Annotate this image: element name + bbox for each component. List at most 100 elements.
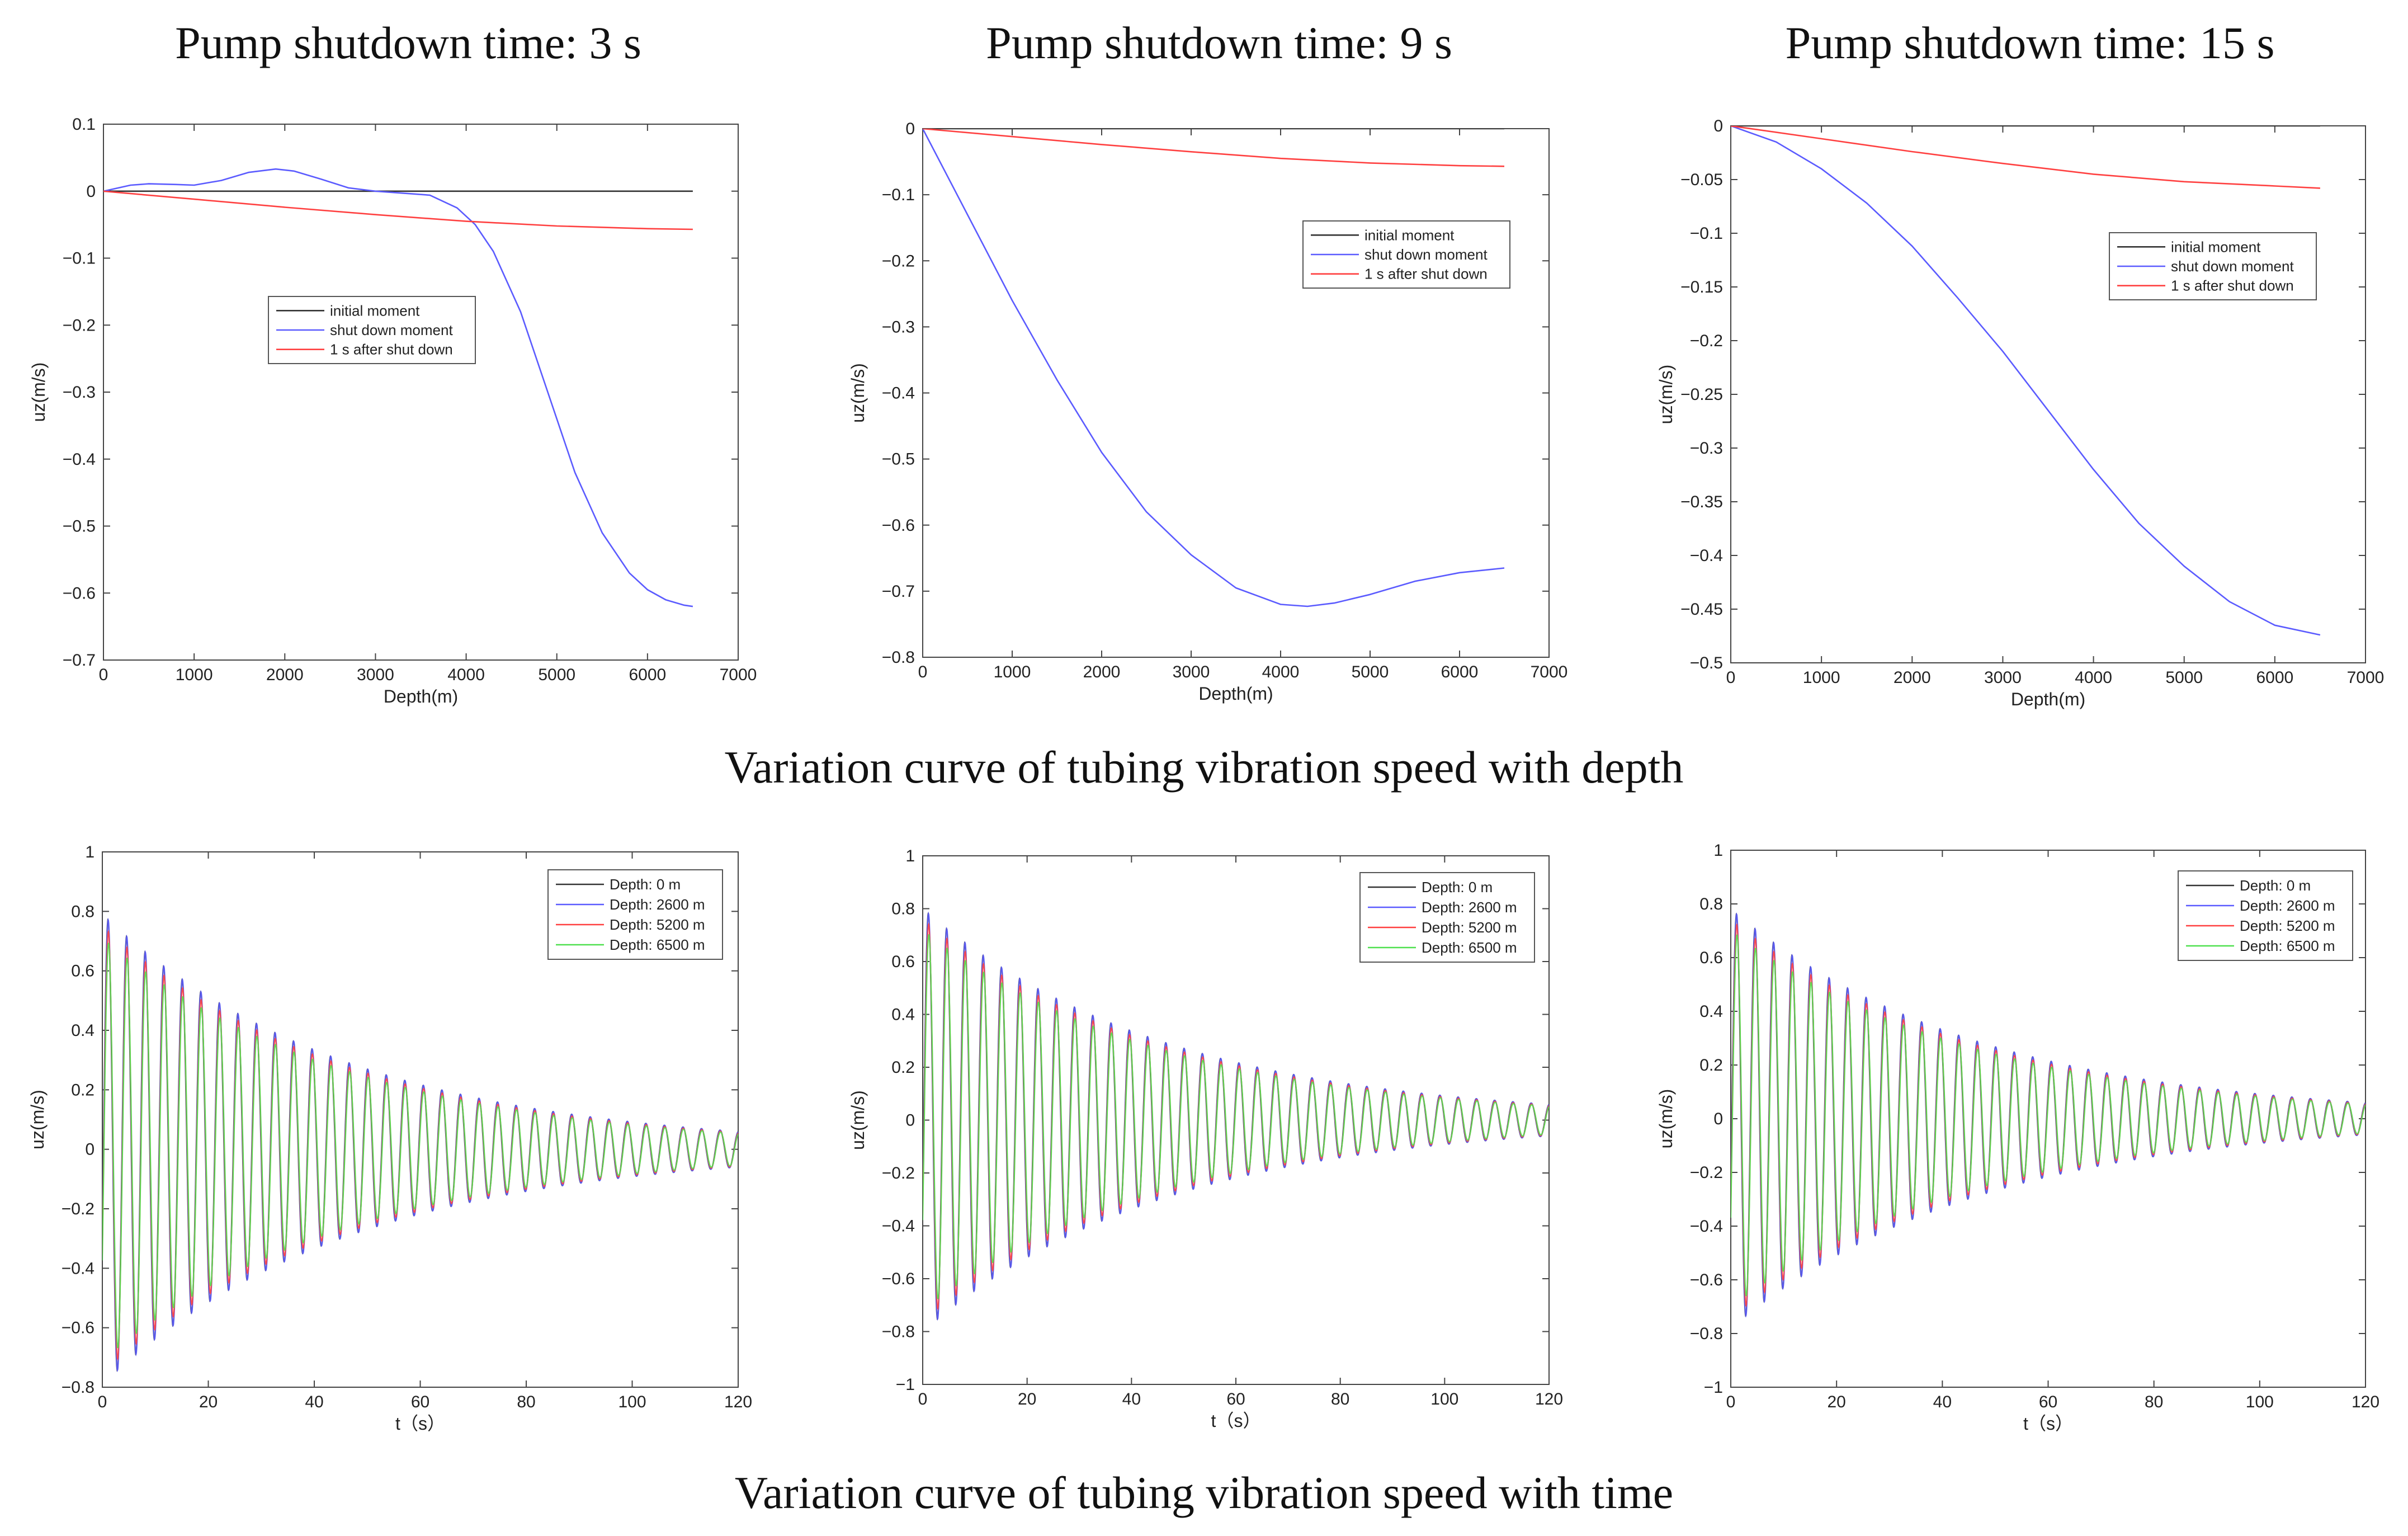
chart-5: 0 20 40 60 80 100 120 1 0.8 0.6 0.4 0.2 0 −0.2 −0.4 −0.… — [848, 847, 1563, 1431]
y-axis-label: uz(m/s) — [1656, 365, 1676, 425]
x-tick-label: 40 — [1933, 1393, 1952, 1411]
bottom-row-caption: Variation curve of tubing vibration spee… — [734, 1467, 1674, 1518]
y-tick-label: 1 — [85, 843, 95, 861]
legend: initial moment shut down moment 1 s after … — [2109, 232, 2317, 300]
y-tick-label: 0.8 — [1699, 895, 1723, 913]
y-tick-label: 0.8 — [891, 900, 915, 918]
y-tick-label: 0 — [86, 182, 96, 201]
x-tick-label: 3000 — [1984, 668, 2022, 687]
legend-label: Depth: 5200 m — [610, 916, 705, 933]
y-tick-label: 0.4 — [891, 1006, 915, 1024]
legend-label: shut down moment — [2171, 258, 2294, 275]
panel-title-1: Pump shutdown time: 3 s — [175, 17, 641, 68]
x-tick-label: 5000 — [1352, 663, 1389, 681]
y-tick-label: −0.6 — [1690, 1271, 1723, 1289]
x-tick-label: 40 — [305, 1393, 323, 1411]
plot-area — [1731, 126, 2321, 636]
y-tick-label: −0.35 — [1680, 493, 1723, 511]
x-tick-label: 100 — [618, 1393, 646, 1411]
y-tick-label: −0.6 — [62, 1319, 95, 1337]
x-axis-label: Depth(m) — [2011, 689, 2085, 709]
y-tick-label: −0.2 — [882, 252, 915, 270]
x-tick-label: 0 — [99, 666, 108, 684]
y-tick-label: 1 — [1713, 841, 1723, 860]
series-line-4 — [923, 934, 1549, 1299]
legend-label: 1 s after shut down — [2171, 277, 2294, 294]
plot-area — [103, 168, 693, 607]
y-tick-label: −0.6 — [882, 516, 915, 535]
y-axis-label: uz(m/s) — [29, 362, 49, 422]
y-axis-label: uz(m/s) — [1656, 1089, 1676, 1149]
y-tick-label: 0.6 — [71, 962, 95, 981]
y-tick-label: −0.2 — [882, 1164, 915, 1182]
legend-label: Depth: 2600 m — [610, 896, 705, 913]
plot-frame — [103, 124, 739, 661]
x-tick-label: 6000 — [629, 666, 666, 684]
legend-label: Depth: 0 m — [610, 876, 681, 893]
y-tick-label: 0 — [905, 120, 915, 138]
legend: Depth: 0 m Depth: 2600 m Depth: 5200 m Dept… — [547, 869, 723, 960]
legend-label: shut down moment — [1364, 246, 1488, 263]
legend: initial moment shut down moment 1 s after … — [268, 296, 476, 364]
y-tick-label: 0.2 — [71, 1081, 95, 1099]
y-tick-label: 0 — [85, 1141, 95, 1159]
y-tick-label: −0.6 — [63, 584, 96, 602]
x-axis-label: t（s） — [395, 1414, 445, 1434]
y-tick-label: −0.2 — [62, 1200, 95, 1218]
x-tick-label: 3000 — [357, 666, 394, 684]
x-tick-label: 2000 — [1083, 663, 1121, 681]
x-axis-label: t（s） — [2023, 1414, 2073, 1434]
y-tick-label: 0.6 — [1699, 949, 1723, 967]
y-tick-label: 0.6 — [891, 953, 915, 971]
x-tick-label: 4000 — [447, 666, 485, 684]
y-tick-label: −0.4 — [62, 1259, 95, 1278]
chart-6: 0 20 40 60 80 100 120 1 0.8 0.6 0.4 0.2 0 −0.2 −0.4 −0.… — [1656, 841, 2379, 1434]
y-tick-label: −0.05 — [1680, 171, 1723, 189]
x-tick-label: 20 — [1018, 1390, 1036, 1408]
legend-label: 1 s after shut down — [330, 341, 453, 358]
chart-1: 0 1000 2000 3000 4000 5000 6000 7000 0.1 0 −0.1 −0.… — [29, 115, 757, 706]
legend-label: initial moment — [330, 302, 420, 319]
x-tick-label: 60 — [2039, 1393, 2057, 1411]
y-tick-label: −0.8 — [882, 648, 915, 667]
x-tick-label: 6000 — [2256, 668, 2293, 687]
y-tick-label: −0.2 — [63, 316, 96, 334]
series-line-2 — [1731, 126, 2321, 636]
y-tick-label: 0 — [1713, 1110, 1723, 1128]
x-tick-label: 120 — [1535, 1390, 1563, 1408]
y-tick-label: −0.8 — [62, 1378, 95, 1397]
x-tick-label: 2000 — [1894, 668, 1931, 687]
x-tick-label: 5000 — [2165, 668, 2203, 687]
plot-area — [923, 129, 1505, 607]
x-axis-label: t（s） — [1211, 1411, 1261, 1431]
x-tick-label: 0 — [1726, 668, 1736, 687]
legend: initial moment shut down moment 1 s after … — [1302, 220, 1510, 289]
series-line-3 — [923, 129, 1505, 167]
chart-4: 0 20 40 60 80 100 120 1 0.8 0.6 0.4 0.2 0 −0.2 −0.4 −0.… — [27, 843, 752, 1434]
x-tick-label: 1000 — [1803, 668, 1840, 687]
x-tick-label: 7000 — [2347, 668, 2385, 687]
panel-title-3: Pump shutdown time: 15 s — [1785, 17, 2275, 68]
x-tick-label: 120 — [2352, 1393, 2379, 1411]
y-tick-label: 0.1 — [72, 115, 96, 134]
y-tick-label: −0.5 — [63, 517, 96, 536]
y-tick-label: −0.2 — [1690, 1163, 1723, 1182]
y-tick-label: −1 — [1704, 1378, 1723, 1397]
y-tick-label: 0.8 — [71, 902, 95, 921]
x-tick-label: 0 — [98, 1393, 107, 1411]
series-line-3 — [103, 190, 693, 230]
x-tick-label: 3000 — [1173, 663, 1210, 681]
y-tick-label: 0 — [1713, 117, 1723, 135]
y-tick-label: −0.45 — [1680, 600, 1723, 619]
x-tick-label: 60 — [411, 1393, 429, 1411]
x-tick-label: 60 — [1226, 1390, 1245, 1408]
x-tick-label: 0 — [918, 663, 928, 681]
y-tick-label: −0.6 — [882, 1270, 915, 1288]
plot-area — [102, 917, 738, 1373]
legend-label: 1 s after shut down — [1364, 266, 1488, 282]
legend-label: Depth: 0 m — [1422, 879, 1493, 896]
x-tick-label: 6000 — [1441, 663, 1479, 681]
y-tick-label: 1 — [905, 847, 915, 865]
y-tick-label: 0.2 — [1699, 1056, 1723, 1075]
